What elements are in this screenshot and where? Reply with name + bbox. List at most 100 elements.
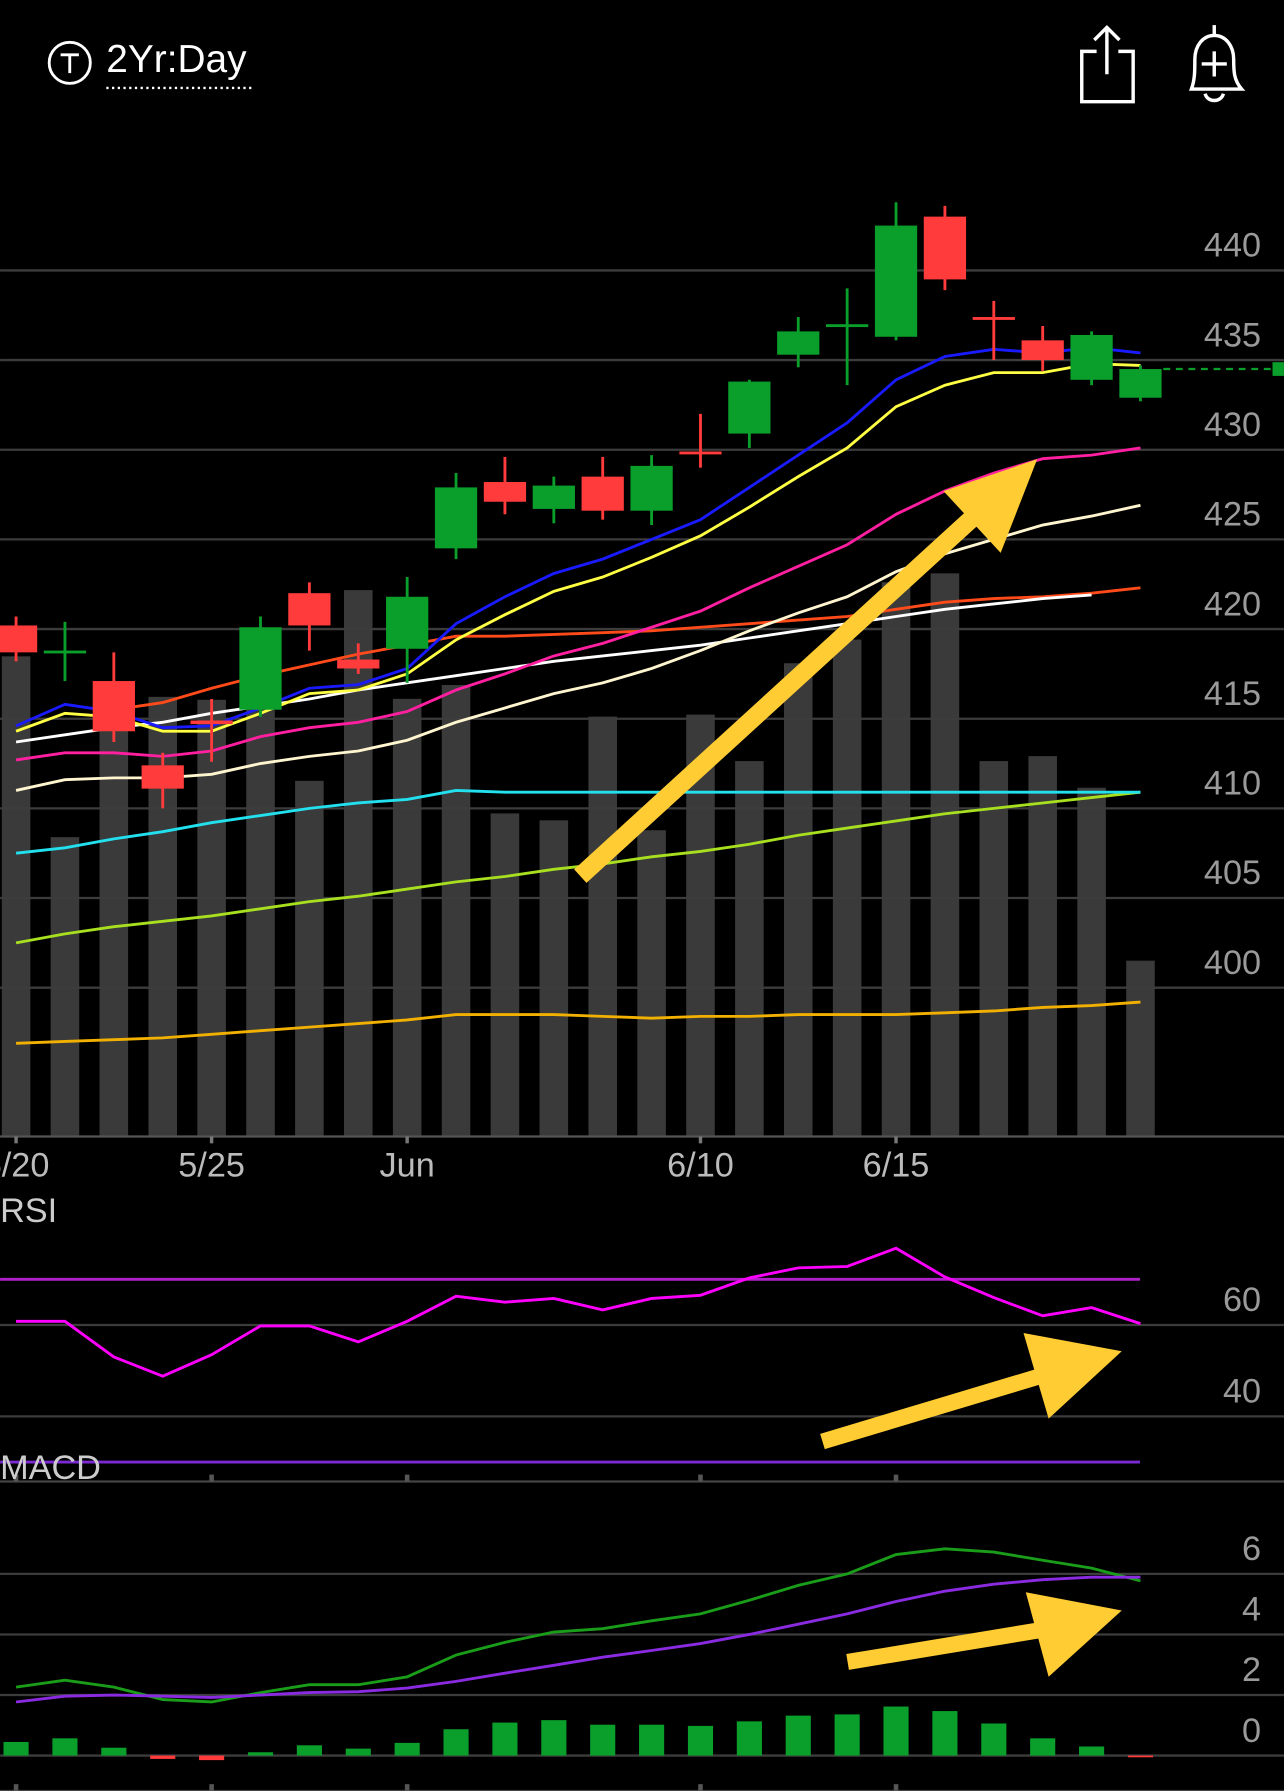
indicator-line (16, 1000, 1141, 1045)
arrow-shaft (820, 1361, 1065, 1450)
share-icon-arrow (1093, 24, 1121, 75)
histogram-bar (3, 1741, 29, 1756)
last-price-marker (1272, 362, 1284, 376)
histogram-bar (590, 1724, 616, 1756)
indicator-line (15, 346, 1141, 730)
volume-bar (832, 639, 862, 1137)
ticker-icon-letter (60, 53, 79, 74)
candle-body (141, 765, 184, 789)
range-label: 2Yr:Day (106, 38, 247, 81)
histogram-bar (492, 1722, 518, 1756)
histogram-bar (296, 1745, 322, 1756)
histogram-bar (1030, 1738, 1056, 1756)
histogram-bar (932, 1711, 958, 1756)
histogram-bar (247, 1752, 274, 1756)
y-tick-label: 60 (1223, 1281, 1261, 1319)
candle-body (532, 485, 575, 509)
y-tick-label: 400 (1204, 944, 1261, 982)
y-tick-label: 420 (1204, 585, 1261, 623)
candle-body (972, 317, 1015, 320)
volume-bar (637, 830, 666, 1137)
volume-bar (1077, 787, 1106, 1137)
indicator-line (113, 586, 1141, 712)
y-tick-label: 435 (1204, 316, 1261, 354)
bell-icon (1188, 25, 1246, 91)
candle-body (923, 216, 967, 280)
candle-body (728, 381, 771, 434)
indicator-line (15, 593, 1092, 744)
x-tick-label: 5/20 (0, 1146, 49, 1184)
arrow-shaft (574, 495, 996, 883)
y-tick-label: 40 (1223, 1373, 1261, 1411)
candle-body (1119, 369, 1162, 398)
histogram-bar (1079, 1746, 1105, 1756)
y-tick-label: 4 (1242, 1591, 1261, 1629)
arrow-head (943, 459, 1038, 553)
x-tick-label: 6/15 (863, 1146, 930, 1184)
bell-plus (1201, 51, 1227, 77)
histogram-bar (1127, 1755, 1154, 1758)
y-tick-label: 430 (1204, 406, 1261, 444)
histogram-bar (834, 1714, 860, 1756)
candle-body (1070, 334, 1113, 380)
y-tick-label: 405 (1204, 854, 1261, 892)
histogram-bar (883, 1706, 909, 1756)
candle-body (679, 451, 722, 455)
histogram-bar (101, 1747, 127, 1756)
volume-bar (930, 573, 960, 1137)
x-tick-label: 6/10 (667, 1146, 734, 1184)
candle-body (0, 625, 38, 653)
volume-bar (783, 663, 813, 1137)
bell-clapper (1203, 92, 1226, 103)
histogram-bar (785, 1715, 811, 1756)
x-tick-label: Jun (380, 1146, 435, 1184)
candle-body (239, 627, 282, 710)
candle-body (777, 331, 820, 355)
volume-bar (441, 684, 471, 1137)
y-tick-label: 410 (1204, 765, 1261, 803)
candle-body (1021, 340, 1064, 361)
x-tick-label: 5/25 (178, 1146, 245, 1184)
histogram-bar (199, 1755, 225, 1761)
volume-bar (246, 702, 275, 1137)
indicator-line (15, 503, 1141, 792)
volume-bar (490, 813, 520, 1137)
volume-bar (1126, 960, 1155, 1137)
range-button[interactable]: 2Yr:Day (47, 38, 255, 90)
volume-bar (881, 582, 911, 1137)
candle-body (337, 659, 380, 669)
candle-body (874, 225, 918, 337)
arrow-head (1023, 1332, 1122, 1419)
volume-bar (295, 780, 324, 1137)
y-tick-label: 2 (1242, 1651, 1261, 1689)
histogram-bar (639, 1724, 665, 1756)
y-tick-label: 415 (1204, 675, 1261, 713)
candle-body (43, 650, 87, 654)
arrow-head (1025, 1592, 1122, 1677)
volume-bar (735, 761, 764, 1137)
histogram-bar (345, 1748, 371, 1756)
candle-body (630, 465, 673, 511)
histogram-bar (736, 1721, 762, 1756)
indicator-line (15, 362, 1141, 733)
y-tick-label: 6 (1242, 1530, 1261, 1568)
indicator-line (15, 789, 1141, 855)
indicator-line (16, 1246, 1141, 1378)
volume-bar (1, 656, 31, 1137)
candle-body (483, 482, 527, 502)
candle-body (434, 487, 478, 549)
volume-bar (1028, 756, 1057, 1137)
candle-body (826, 324, 869, 328)
share-button[interactable] (1080, 24, 1135, 104)
histogram-bar (541, 1720, 567, 1756)
candle-body (92, 681, 135, 732)
share-icon-box (1080, 49, 1135, 104)
volume-bar (979, 761, 1009, 1137)
candle-body (190, 720, 233, 725)
volume-bar (588, 716, 617, 1137)
alert-button[interactable] (1188, 25, 1246, 103)
candle-body (288, 593, 331, 626)
y-tick-label: 440 (1204, 227, 1261, 265)
